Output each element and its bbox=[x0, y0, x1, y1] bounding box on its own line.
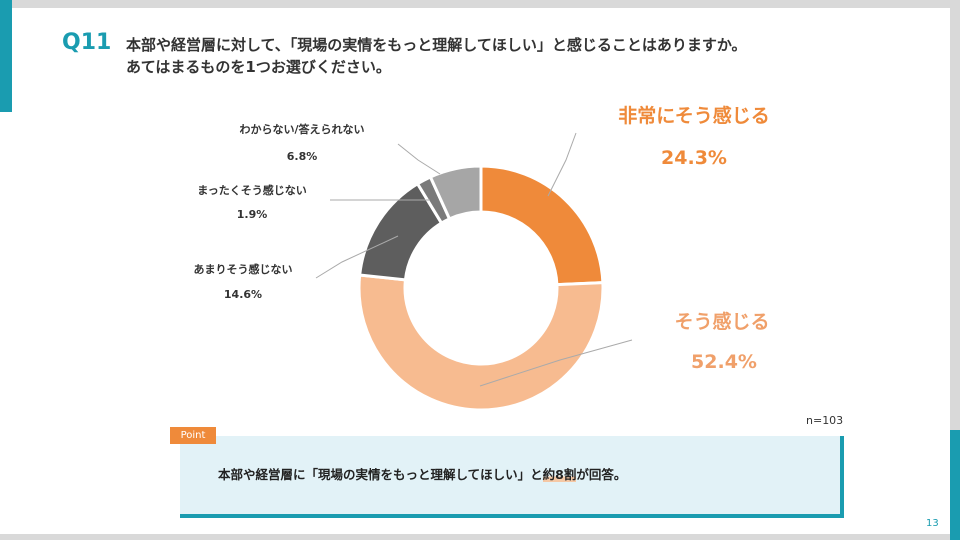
donut-slice-4 bbox=[428, 164, 483, 221]
leader-lines bbox=[315, 132, 633, 387]
leader-line-slice-2 bbox=[315, 235, 399, 279]
sample-size: n=103 bbox=[806, 414, 844, 427]
donut-slice-1 bbox=[357, 273, 605, 412]
leader-line-slice-0 bbox=[547, 132, 577, 197]
label-slice-4-value: 6.8% bbox=[287, 150, 318, 163]
leader-line-slice-1 bbox=[479, 339, 633, 387]
point-text-highlight: 約8割 bbox=[542, 467, 577, 482]
point-text-before: 本部や経営層に「現場の実情をもっと理解してほしい」と bbox=[218, 467, 543, 482]
page-number: 13 bbox=[926, 518, 939, 529]
question-text: 本部や経営層に対して、「現場の実情をもっと理解してほしい」と感じることはあります… bbox=[126, 34, 747, 78]
point-text-after: が回答。 bbox=[576, 467, 627, 482]
point-tag: Point bbox=[170, 427, 216, 444]
label-slice-0-name: 非常にそう感じる bbox=[618, 104, 770, 127]
question-line-2: あてはまるものを1つお選びください。 bbox=[126, 58, 391, 76]
slice-labels: 非常にそう感じる 24.3% そう感じる 52.4% あまりそう感じない 14.… bbox=[194, 104, 770, 373]
label-slice-2-name: あまりそう感じない bbox=[194, 262, 293, 276]
question-line-1: 本部や経営層に対して、「現場の実情をもっと理解してほしい」と感じることはあります… bbox=[126, 36, 747, 54]
label-slice-1-name: そう感じる bbox=[674, 310, 769, 333]
label-slice-0-value: 24.3% bbox=[661, 147, 727, 169]
point-box bbox=[180, 436, 844, 518]
label-slice-3-value: 1.9% bbox=[237, 208, 268, 221]
label-slice-1-value: 52.4% bbox=[691, 351, 757, 373]
donut-slice-0 bbox=[479, 164, 605, 287]
label-slice-3-name: まったくそう感じない bbox=[197, 183, 307, 197]
accent-bar-top-left bbox=[0, 0, 12, 112]
accent-bar-bottom-right bbox=[950, 430, 960, 540]
question-number: Q11 bbox=[62, 30, 112, 55]
leader-line-slice-4 bbox=[397, 143, 441, 175]
label-slice-2-value: 14.6% bbox=[224, 288, 262, 301]
label-slice-4-name: わからない/答えられない bbox=[239, 122, 364, 136]
donut-slices bbox=[357, 164, 605, 412]
point-text: 本部や経営層に「現場の実情をもっと理解してほしい」と約8割が回答。 bbox=[218, 464, 626, 483]
